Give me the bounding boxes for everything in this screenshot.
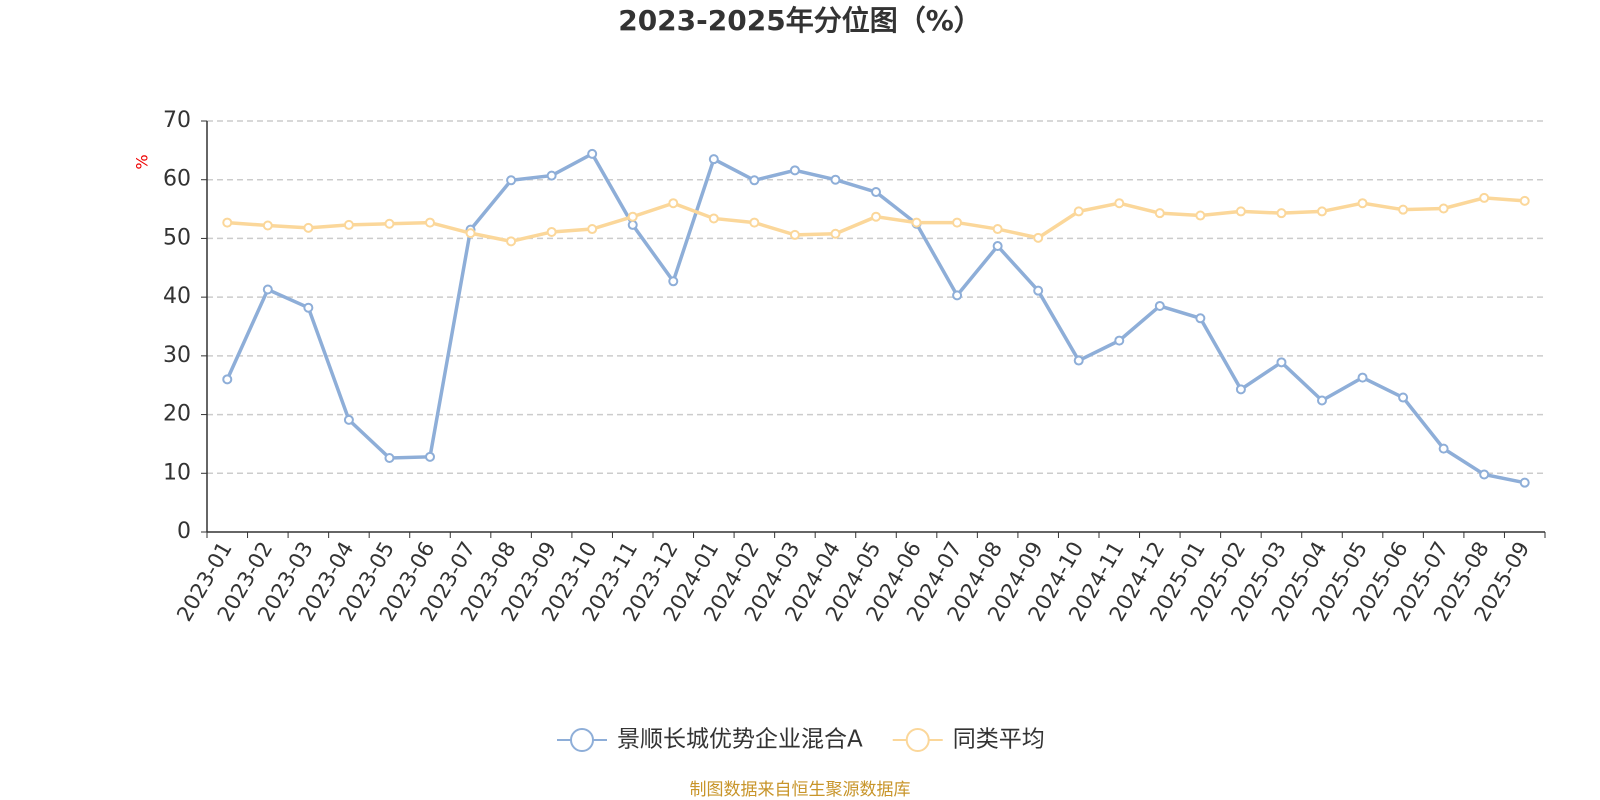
data-point — [546, 170, 557, 181]
data-point — [343, 219, 354, 230]
data-point — [871, 211, 881, 222]
data-point — [952, 290, 963, 301]
data-point — [952, 217, 963, 228]
data-point — [1398, 392, 1409, 403]
data-point — [506, 175, 517, 186]
data-point — [1438, 443, 1449, 454]
data-point — [425, 451, 435, 462]
y-tick-label: 70 — [163, 108, 191, 133]
data-point — [627, 219, 638, 230]
data-point — [343, 414, 354, 425]
data-point — [465, 228, 476, 239]
data-point — [1154, 300, 1165, 311]
data-point — [384, 453, 395, 464]
data-point — [871, 187, 881, 198]
data-point — [1033, 232, 1044, 243]
series-line — [225, 151, 1526, 485]
data-point — [1154, 208, 1165, 219]
data-point — [1276, 357, 1287, 368]
data-point — [789, 229, 800, 240]
data-point — [789, 165, 800, 176]
y-axis-label: % — [133, 154, 152, 169]
data-point — [1479, 469, 1490, 480]
data-point — [222, 374, 233, 385]
data-point — [1276, 208, 1287, 219]
data-point — [1519, 195, 1530, 206]
y-tick-label: 50 — [163, 225, 191, 250]
y-tick-label: 40 — [163, 284, 191, 309]
data-point — [1398, 204, 1409, 215]
data-point — [1235, 206, 1246, 217]
data-point — [992, 241, 1003, 252]
data-point — [1357, 372, 1368, 383]
y-tick-label: 10 — [163, 460, 191, 485]
data-point — [1114, 335, 1125, 346]
data-point — [749, 217, 760, 228]
legend-marker — [905, 728, 930, 752]
data-point — [546, 226, 557, 237]
data-point — [1195, 313, 1206, 324]
data-point — [222, 217, 233, 228]
data-point — [303, 302, 314, 313]
data-point — [1357, 198, 1368, 209]
data-point — [668, 276, 679, 287]
data-point — [262, 220, 273, 231]
data-point — [708, 154, 719, 165]
data-point — [1317, 206, 1327, 217]
y-tick-label: 20 — [163, 402, 191, 427]
legend-label: 同类平均 — [953, 727, 1045, 753]
data-point — [1195, 210, 1206, 221]
data-point — [1438, 203, 1449, 214]
data-point — [1073, 355, 1084, 366]
data-point — [708, 213, 719, 224]
data-point — [506, 236, 517, 247]
source-note: 制图数据来自恒生聚源数据库 — [690, 780, 911, 800]
y-tick-label: 60 — [163, 167, 191, 192]
data-point — [1479, 192, 1490, 203]
legend-label: 景顺长城优势企业混合A — [617, 727, 863, 753]
data-point — [749, 175, 760, 186]
data-point — [303, 222, 314, 233]
data-point — [1519, 477, 1530, 488]
y-tick-label: 30 — [163, 343, 191, 368]
y-tick-label: 0 — [177, 519, 191, 544]
data-point — [830, 174, 841, 185]
data-point — [425, 217, 435, 228]
data-point — [830, 228, 841, 239]
data-point — [384, 218, 395, 229]
data-point — [911, 217, 922, 228]
data-point — [627, 211, 638, 222]
data-point — [587, 224, 598, 235]
data-point — [1073, 206, 1084, 217]
data-point — [262, 284, 273, 295]
data-point — [1235, 384, 1246, 395]
legend-marker — [570, 728, 594, 752]
data-point — [1033, 285, 1044, 296]
data-point — [1114, 198, 1125, 209]
chart-title: 2023-2025年分位图（%） — [618, 4, 982, 37]
data-point — [587, 148, 598, 159]
data-point — [1317, 395, 1327, 406]
data-point — [992, 224, 1003, 235]
data-point — [668, 198, 679, 209]
